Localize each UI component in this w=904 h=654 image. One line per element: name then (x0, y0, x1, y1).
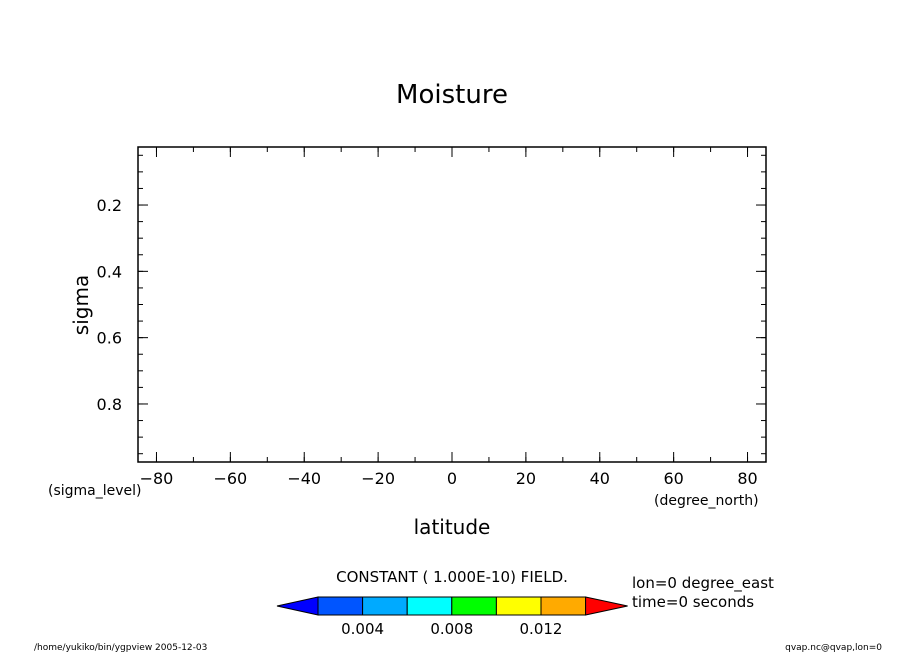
colorbar-arrow-low (276, 596, 319, 616)
colorbar-segment (540, 596, 587, 616)
x-tick-label: −60 (213, 469, 247, 488)
x-tick-label: 60 (663, 469, 683, 488)
y-tick-label: 0.2 (97, 196, 122, 215)
colorbar-segment (495, 596, 542, 616)
x-tick-label: 20 (516, 469, 536, 488)
x-axis-units: (degree_north) (654, 493, 759, 509)
y-tick-label: 0.4 (97, 262, 122, 281)
x-tick-label: 40 (590, 469, 610, 488)
colorbar-labels: 0.004 0.008 0.012 (341, 620, 562, 638)
colorbar-segment (451, 596, 497, 616)
x-tick-label: −40 (287, 469, 321, 488)
y-tick-label: 0.8 (97, 395, 122, 414)
colorbar (276, 596, 628, 616)
info-line-time: time=0 seconds (632, 593, 754, 611)
field-note: CONSTANT ( 1.000E-10) FIELD. (336, 568, 568, 586)
y-axis-units: (sigma_level) (48, 483, 142, 499)
footer-right: qvap.nc@qvap,lon=0 (785, 643, 882, 653)
colorbar-segment (406, 596, 453, 616)
y-tick-labels: 0.2 0.4 0.6 0.8 (97, 196, 122, 414)
colorbar-arrow-high (585, 596, 628, 616)
y-tick-label: 0.6 (97, 329, 122, 348)
colorbar-segment (317, 596, 364, 616)
info-line-lon: lon=0 degree_east (632, 574, 774, 593)
x-tick-labels: −80 −60 −40 −20 0 20 40 60 80 (140, 469, 758, 488)
footer-left: /home/yukiko/bin/ygpview 2005-12-03 (34, 643, 207, 653)
y-axis-label: sigma (69, 275, 93, 335)
plot-frame (137, 146, 767, 463)
colorbar-tick-label: 0.012 (520, 620, 563, 638)
axis-ticks (138, 147, 766, 462)
chart-title: Moisture (396, 80, 508, 110)
x-tick-label: 0 (447, 469, 457, 488)
x-tick-label: −80 (140, 469, 174, 488)
x-tick-label: −20 (361, 469, 395, 488)
x-axis-label: latitude (414, 515, 491, 539)
colorbar-tick-label: 0.004 (341, 620, 384, 638)
x-tick-label: 80 (737, 469, 757, 488)
colorbar-tick-label: 0.008 (430, 620, 473, 638)
colorbar-segment (362, 596, 408, 616)
